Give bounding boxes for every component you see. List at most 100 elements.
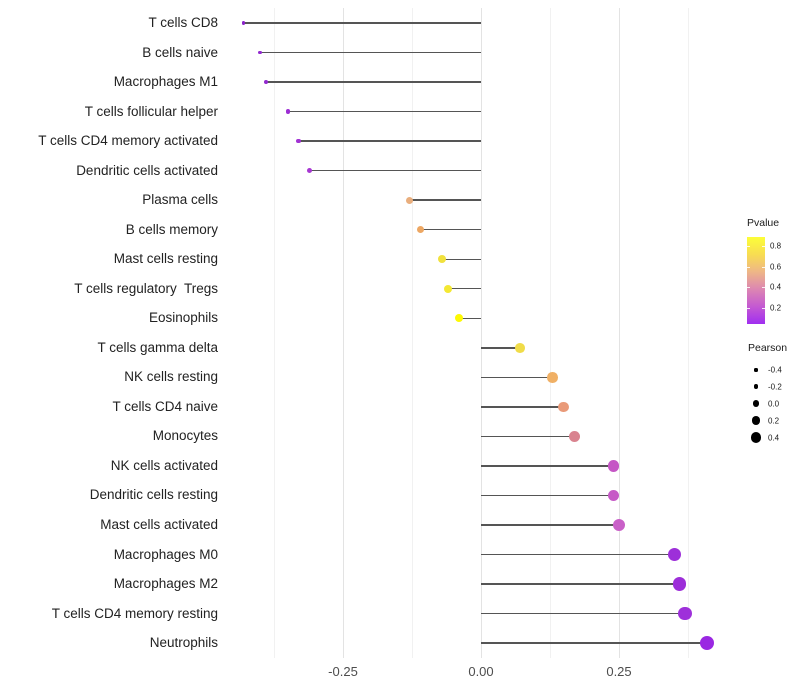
colorbar-tick-label: 0.8	[770, 241, 782, 251]
lollipop-dot	[612, 518, 625, 531]
lollipop-dot	[285, 109, 291, 114]
category-label: T cells CD4 naive	[112, 398, 218, 414]
pearson-size-label: 0.0	[768, 399, 780, 409]
lollipop-dot	[547, 372, 558, 383]
lollipop-stem	[420, 229, 481, 231]
lollipop-dot	[558, 401, 570, 413]
pearson-size-label: 0.4	[768, 433, 780, 443]
pvalue-colorbar	[747, 237, 765, 324]
lollipop-dot	[405, 196, 413, 204]
lollipop-stem	[481, 376, 553, 379]
lollipop-stem	[481, 642, 708, 644]
pearson-legend-title: Pearson	[748, 342, 788, 354]
x-tick-label: 0.25	[606, 664, 632, 679]
lollipop-stem	[481, 465, 614, 467]
lollipop-stem	[481, 524, 619, 526]
colorbar-tick-mark	[747, 287, 750, 289]
pearson-size-dot	[750, 432, 762, 443]
colorbar-tick-mark	[762, 307, 765, 309]
lollipop-dot	[241, 21, 246, 25]
category-label: Eosinophils	[148, 310, 218, 326]
lollipop-stem	[481, 612, 686, 615]
lollipop-dot	[416, 225, 425, 234]
lollipop-dot	[514, 342, 525, 353]
pearson-size-dot	[752, 400, 760, 408]
category-label: Macrophages M1	[113, 74, 218, 90]
pearson-size-label: 0.2	[768, 416, 780, 426]
pearson-size-label: -0.2	[768, 382, 782, 392]
lollipop-dot	[443, 284, 452, 293]
lollipop-dot	[667, 547, 681, 562]
category-label: Mast cells resting	[113, 251, 218, 267]
lollipop-stem	[265, 81, 481, 83]
x-tick-label: -0.25	[328, 664, 358, 679]
category-label: T cells CD4 memory resting	[51, 605, 218, 621]
colorbar-tick-mark	[747, 266, 750, 268]
lollipop-dot	[454, 314, 464, 323]
category-label: NK cells activated	[110, 457, 218, 473]
category-label: Dendritic cells activated	[76, 162, 218, 178]
lollipop-dot	[673, 577, 687, 591]
lollipop-stem	[298, 140, 481, 142]
category-label: T cells CD8	[148, 15, 218, 30]
colorbar-tick-mark	[762, 287, 765, 289]
category-label: T cells follicular helper	[84, 103, 218, 119]
lollipop-stem	[447, 288, 481, 290]
gridline-minor	[412, 8, 413, 658]
lollipop-stem	[481, 553, 675, 556]
lollipop-stem	[481, 494, 614, 497]
colorbar-tick-label: 0.2	[770, 303, 782, 313]
category-label: B cells naive	[142, 44, 218, 60]
lollipop-dot	[700, 636, 715, 651]
category-label: Plasma cells	[142, 192, 218, 208]
category-label: Neutrophils	[149, 635, 218, 651]
colorbar-tick-mark	[747, 245, 750, 247]
pearson-size-dot	[753, 384, 759, 390]
x-tick-label: 0.00	[468, 664, 494, 679]
category-label: T cells gamma delta	[97, 339, 218, 355]
category-label: T cells CD4 memory activated	[38, 133, 218, 149]
pvalue-legend-title: Pvalue	[747, 217, 780, 229]
lollipop-stem	[260, 51, 481, 54]
gridline-minor	[688, 8, 689, 658]
lollipop-stem	[481, 347, 520, 349]
lollipop-stem	[309, 169, 481, 172]
category-label: B cells memory	[125, 221, 218, 237]
lollipop-stem	[409, 199, 481, 201]
lollipop-dot	[607, 489, 620, 502]
category-label: Macrophages M0	[113, 546, 218, 562]
lollipop-stem	[481, 406, 564, 408]
lollipop-dot	[263, 80, 268, 85]
lollipop-stem	[243, 22, 481, 24]
pearson-size-label: -0.4	[768, 365, 782, 375]
lollipop-stem	[458, 317, 481, 319]
lollipop-stem	[481, 583, 680, 585]
gridline-major	[481, 8, 482, 658]
lollipop-stem	[442, 258, 481, 260]
colorbar-tick-label: 0.4	[770, 282, 782, 292]
category-label: Monocytes	[152, 428, 218, 444]
category-label: NK cells resting	[124, 369, 218, 385]
gridline-major	[619, 8, 620, 658]
lollipop-dot	[307, 168, 313, 174]
colorbar-tick-mark	[762, 245, 765, 247]
lollipop-dot	[569, 430, 581, 442]
category-label: Mast cells activated	[100, 517, 218, 532]
gridline-minor	[550, 8, 551, 658]
colorbar-tick-mark	[762, 266, 765, 268]
lollipop-dot	[607, 460, 620, 472]
colorbar-tick-label: 0.6	[770, 262, 782, 272]
lollipop-dot	[258, 50, 263, 55]
gridline-major	[343, 8, 344, 658]
lollipop-dot	[438, 255, 447, 264]
pearson-size-dot	[751, 416, 761, 426]
lollipop-dot	[678, 606, 692, 621]
pearson-size-dot	[754, 368, 758, 372]
category-label: Macrophages M2	[113, 576, 218, 592]
category-label: Dendritic cells resting	[89, 487, 218, 503]
lollipop-dot	[296, 138, 302, 144]
category-label: T cells regulatory Tregs	[74, 280, 218, 296]
gridline-minor	[274, 8, 275, 658]
